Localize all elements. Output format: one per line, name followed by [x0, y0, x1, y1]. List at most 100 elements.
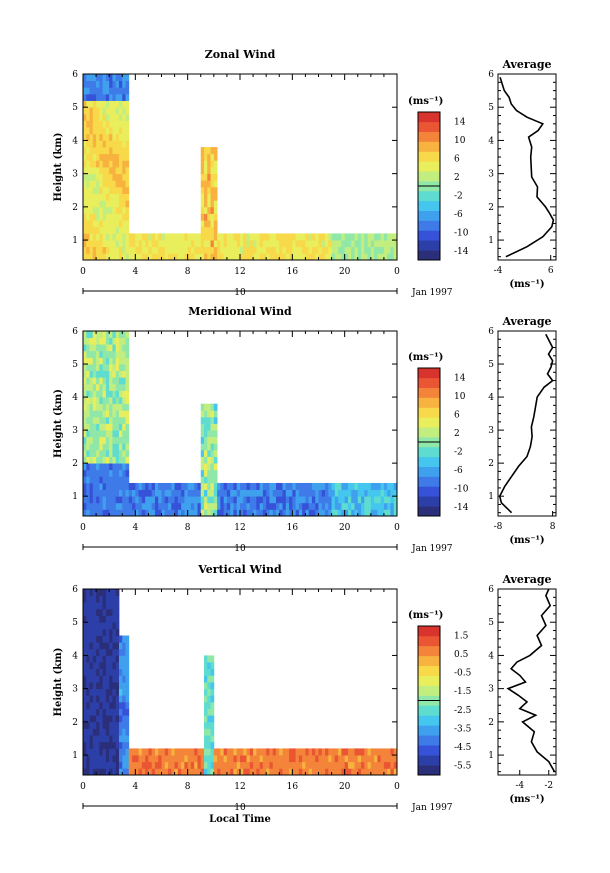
heatmap-cell: [233, 246, 238, 254]
heatmap-cell: [305, 482, 310, 490]
heatmap-cell: [86, 180, 90, 188]
heatmap-cell: [361, 502, 365, 510]
heatmap-cell: [246, 240, 251, 248]
heatmap-cell: [86, 140, 90, 148]
heatmap-cell: [151, 755, 156, 763]
heatmap-cell: [217, 246, 221, 254]
heatmap-cell: [230, 509, 234, 517]
heatmap-cell: [226, 253, 231, 261]
heatmap-cell: [204, 755, 208, 763]
heatmap-cell: [253, 496, 257, 504]
heatmap-cell: [92, 113, 97, 121]
heatmap-cell: [89, 741, 94, 749]
heatmap-cell: [168, 768, 172, 776]
heatmap-cell: [132, 755, 136, 763]
heatmap-cell: [262, 768, 267, 776]
heatmap-cell: [174, 768, 179, 776]
heatmap-cell: [109, 350, 113, 358]
heatmap-cell: [158, 509, 162, 517]
heatmap-cell: [89, 721, 94, 729]
heatmap-cell: [115, 350, 120, 358]
heatmap-cell: [253, 748, 257, 756]
heatmap-cell: [200, 226, 205, 234]
heatmap-cell: [380, 761, 385, 769]
heatmap-cell: [344, 768, 349, 776]
heatmap-cell: [200, 253, 205, 261]
heatmap-cell: [275, 240, 280, 248]
colorbar-tick-label: -0.5: [454, 669, 472, 679]
heatmap-cell: [262, 761, 267, 769]
heatmap-cell: [89, 186, 94, 194]
y-tick-label: 3: [72, 685, 78, 695]
heatmap-cell: [86, 233, 90, 241]
heatmap-cell: [141, 509, 146, 517]
heatmap-cell: [177, 509, 182, 517]
heatmap-cell: [275, 482, 280, 490]
heatmap-cell: [184, 489, 189, 497]
heatmap-cell: [122, 648, 126, 656]
heatmap-cell: [305, 755, 310, 763]
heatmap-cell: [207, 220, 211, 228]
heatmap-cell: [357, 509, 362, 517]
heatmap-cell: [125, 233, 130, 241]
heatmap-cell: [158, 246, 162, 254]
heatmap-cell: [125, 220, 130, 228]
heatmap-cell: [89, 220, 94, 228]
heatmap-cell: [321, 768, 326, 776]
heatmap-cell: [204, 173, 208, 181]
heatmap-cell: [341, 768, 346, 776]
heatmap-cell: [115, 642, 120, 650]
heatmap-cell: [89, 226, 94, 234]
heatmap-cell: [210, 463, 215, 471]
heatmap-cell: [321, 509, 326, 517]
heatmap-cell: [374, 240, 378, 248]
heatmap-cell: [89, 456, 94, 464]
heatmap-cell: [96, 107, 100, 115]
heatmap-cell: [112, 213, 117, 221]
heatmap-cell: [207, 200, 211, 208]
heatmap-cell: [118, 193, 123, 201]
heatmap-cell: [86, 608, 90, 616]
heatmap-cell: [347, 748, 352, 756]
heatmap-cell: [187, 489, 192, 497]
heatmap-cell: [318, 482, 323, 490]
heatmap-cell: [200, 761, 205, 769]
heatmap-cell: [83, 741, 87, 749]
heatmap-cell: [109, 416, 113, 424]
heatmap-cell: [86, 502, 90, 510]
heatmap-cell: [122, 701, 126, 709]
heatmap-cell: [210, 443, 215, 451]
heatmap-cell: [321, 755, 326, 763]
heatmap-cell: [184, 496, 189, 504]
heatmap-cell: [86, 113, 90, 121]
heatmap-cell: [125, 253, 130, 261]
heatmap-cell: [318, 233, 323, 241]
heatmap-cell: [390, 768, 395, 776]
heatmap-cell: [112, 655, 117, 663]
heatmap-cell: [253, 761, 257, 769]
heatmap-cell: [174, 233, 179, 241]
heatmap-cell: [115, 635, 120, 643]
heatmap-cell: [168, 246, 172, 254]
heatmap-cell: [243, 240, 247, 248]
heatmap-cell: [118, 701, 123, 709]
heatmap-cell: [89, 688, 94, 696]
heatmap-cell: [387, 246, 391, 254]
heatmap-cell: [151, 496, 156, 504]
heatmap-cell: [83, 502, 87, 510]
heatmap-cell: [305, 240, 310, 248]
heatmap-cell: [105, 160, 110, 168]
heatmap-cell: [315, 246, 319, 254]
heatmap-cell: [279, 253, 283, 261]
heatmap-cell: [207, 153, 211, 161]
heatmap-cell: [253, 755, 257, 763]
heatmap-cell: [253, 768, 257, 776]
heatmap-cell: [207, 755, 211, 763]
heatmap-cell: [125, 635, 130, 643]
heatmap-cell: [305, 253, 310, 261]
heatmap-cell: [122, 761, 126, 769]
heatmap-cell: [204, 715, 208, 723]
heatmap-cell: [295, 482, 300, 490]
heatmap-cell: [325, 489, 329, 497]
heatmap-cell: [154, 482, 159, 490]
